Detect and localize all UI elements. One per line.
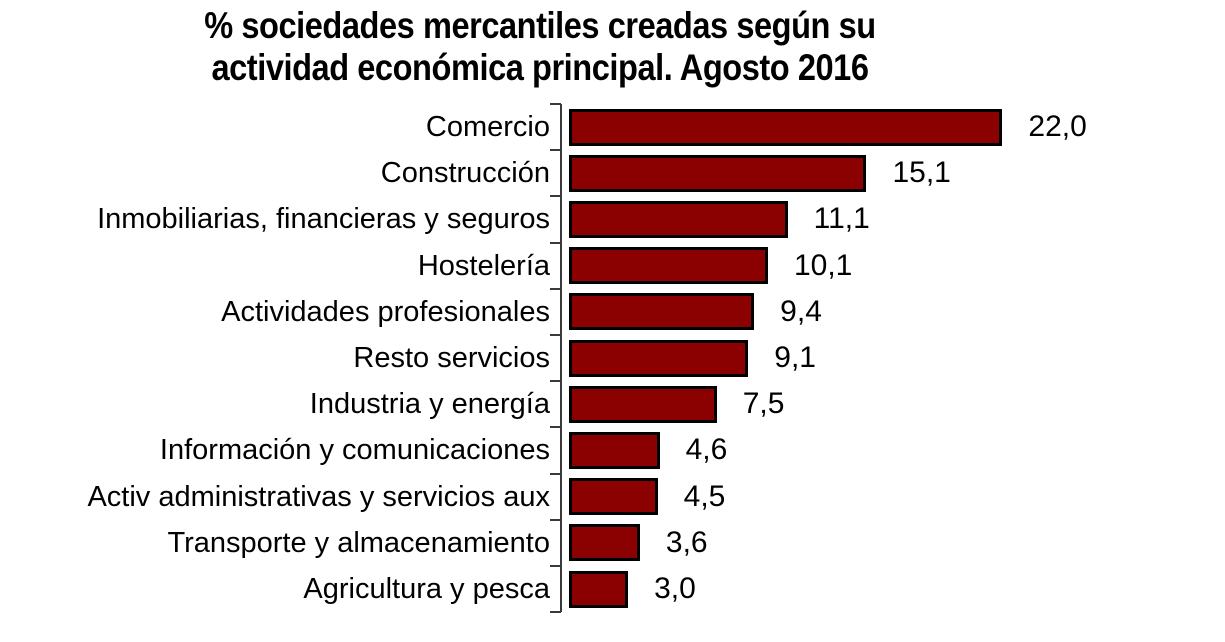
value-label: 9,4 [780,294,822,328]
y-axis-tick [550,565,561,567]
bar [569,247,768,285]
y-axis-tick [550,611,561,614]
category-label: Agricultura y pesca [303,573,550,605]
y-axis-line [560,104,562,613]
chart-title: % sociedades mercantiles creadas según s… [65,5,1015,89]
bar [569,154,867,192]
category-label: Transporte y almacenamiento [167,526,550,559]
bar [569,108,1003,146]
category-label: Actividades profesionales [221,295,550,328]
value-label: 11,1 [813,202,870,236]
y-axis-tick [550,518,561,521]
value-label: 3,6 [665,525,708,559]
category-label: Inmobiliarias, financieras y seguros [97,203,550,236]
category-label: Comercio [425,111,550,143]
chart-title-line2: actividad económica principal. Agosto 20… [211,47,869,88]
category-label: Construcción [380,157,550,190]
y-axis-tick [550,472,561,475]
y-axis-tick [550,195,561,198]
y-axis-tick [550,103,561,105]
bar [569,432,660,469]
bar [569,201,788,238]
value-label: 15,1 [892,156,951,190]
bar [569,293,755,331]
category-label: Activ administrativas y servicios aux [87,480,550,513]
category-label: Resto servicios [353,342,550,374]
chart-title-line1: % sociedades mercantiles creadas según s… [204,5,876,46]
y-axis-tick [550,241,561,244]
bar [569,524,640,562]
value-label: 4,6 [685,433,728,467]
value-label: 22,0 [1028,110,1087,143]
value-label: 3,0 [654,572,696,605]
category-label: Industria y energía [309,388,550,421]
y-axis-tick [550,149,561,152]
y-axis-tick [550,380,561,383]
y-axis-tick [550,426,561,429]
y-axis-tick [550,334,561,336]
bar [569,385,717,423]
category-label: Información y comunicaciones [159,434,550,467]
value-label: 9,1 [774,341,816,374]
bar [569,339,749,377]
value-label: 7,5 [742,387,785,421]
category-label: Hostelería [417,249,550,282]
value-label: 4,5 [683,479,726,513]
bar [569,478,658,516]
bar [569,570,629,608]
value-label: 10,1 [793,248,853,282]
y-axis-tick [550,287,561,290]
